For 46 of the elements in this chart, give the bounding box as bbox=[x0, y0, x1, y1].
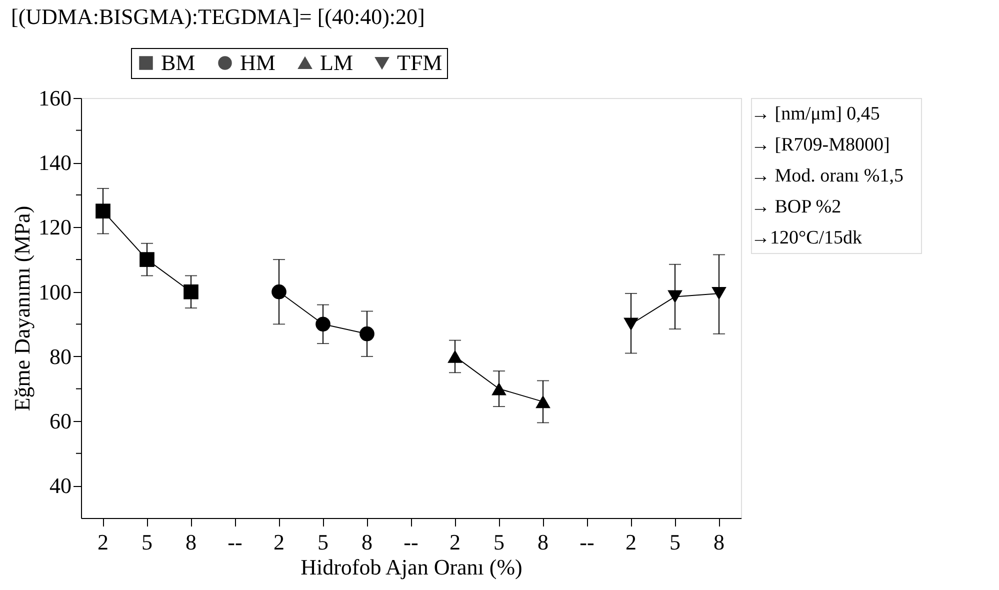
y-tick-label: 40 bbox=[50, 473, 72, 498]
point bbox=[668, 290, 682, 304]
chart-title: [(UDMA:BISGMA):TEGDMA]= [(40:40):20] bbox=[11, 4, 425, 29]
x-axis-title: Hidrofob Ajan Oranı (%) bbox=[300, 554, 522, 580]
y-tick-label: 140 bbox=[38, 150, 72, 176]
point bbox=[360, 326, 374, 342]
text: →120°C/15dk bbox=[751, 228, 863, 248]
x-tick-label: 8 bbox=[538, 530, 548, 554]
x-tick-label: 5 bbox=[318, 530, 328, 554]
y-tick-label: 100 bbox=[38, 279, 72, 304]
x-tick-label: -- bbox=[228, 530, 242, 554]
point bbox=[184, 284, 198, 300]
point bbox=[448, 350, 462, 363]
point bbox=[624, 318, 638, 331]
legend-label: LM bbox=[320, 50, 353, 75]
x-tick-label: 2 bbox=[98, 530, 108, 554]
x-tick-label: 8 bbox=[714, 530, 724, 554]
y-axis-title: Eğme Dayanımı (MPa) bbox=[10, 206, 34, 412]
point bbox=[272, 284, 286, 300]
point bbox=[536, 395, 550, 408]
y-tick-label: 160 bbox=[38, 86, 72, 110]
y-tick-label: 60 bbox=[50, 408, 72, 434]
point bbox=[316, 316, 330, 332]
point bbox=[492, 382, 506, 396]
y-tick-label: 80 bbox=[50, 344, 72, 369]
legend-label: TFM bbox=[397, 50, 442, 75]
y-tick-label: 120 bbox=[38, 214, 72, 240]
x-tick-label: 8 bbox=[362, 530, 372, 554]
text: → [R709-M8000] bbox=[751, 134, 890, 156]
point bbox=[712, 287, 726, 300]
point bbox=[140, 252, 154, 267]
x-tick-label: 5 bbox=[670, 530, 680, 554]
x-tick-label: 5 bbox=[142, 530, 152, 554]
legend-label: HM bbox=[240, 50, 276, 75]
x-tick-label: 5 bbox=[494, 530, 504, 554]
x-tick-label: 2 bbox=[626, 530, 636, 554]
legend-label: BM bbox=[161, 50, 196, 75]
x-tick-label: 8 bbox=[186, 530, 196, 554]
x-tick-label: 2 bbox=[274, 530, 284, 554]
x-tick-label: 2 bbox=[450, 530, 460, 554]
point bbox=[96, 204, 110, 218]
text: → Mod. oranı %1,5 bbox=[751, 166, 904, 186]
text: → BOP %2 bbox=[751, 196, 842, 218]
x-tick-label: -- bbox=[580, 530, 594, 554]
x-tick-label: -- bbox=[404, 530, 418, 554]
text: → [nm/μm] 0,45 bbox=[751, 104, 880, 124]
